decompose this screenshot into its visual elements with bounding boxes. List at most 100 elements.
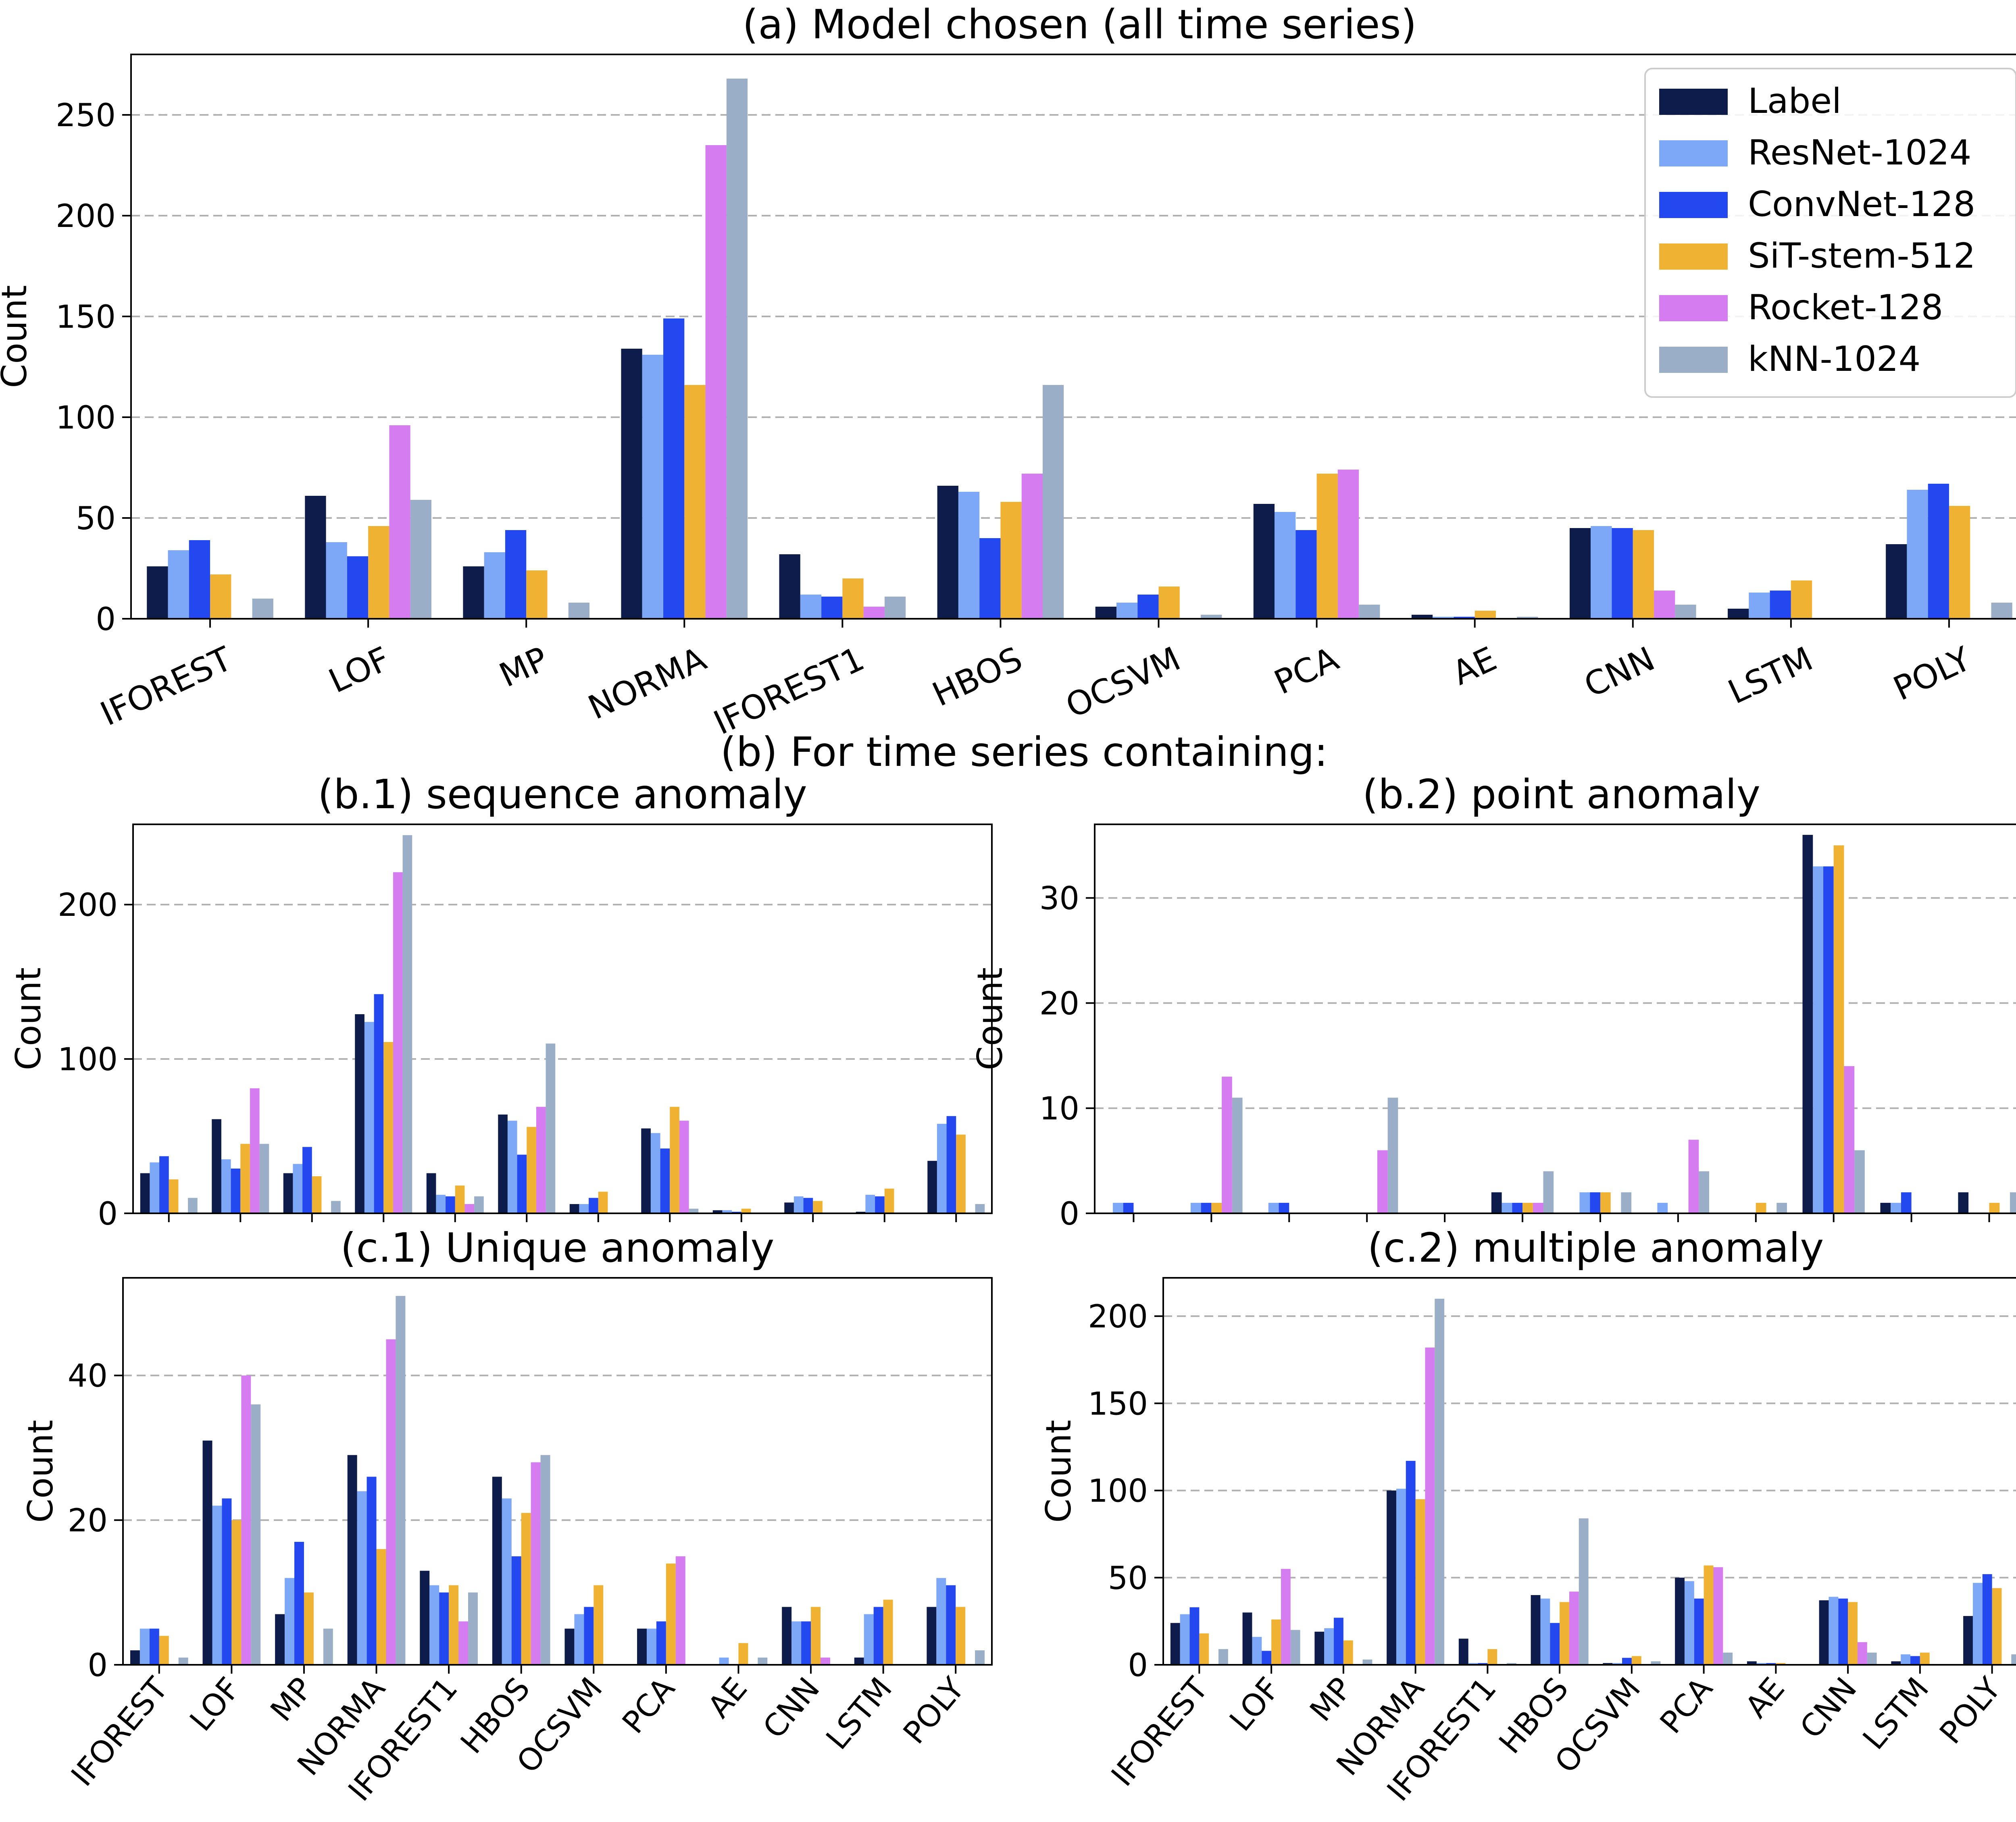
- bar-a-sit-stem-512-iforest1: [842, 578, 864, 619]
- x-tick-label: IFOREST: [1104, 1670, 1215, 1793]
- bar-c1-label-ocsvm: [564, 1629, 575, 1665]
- bar-c2-knn-1024-cnn: [1867, 1652, 1877, 1665]
- bar-a-convnet-128-lstm: [1770, 591, 1791, 619]
- bar-c1-label-hbos: [492, 1477, 502, 1665]
- bar-c2-convnet-128-iforest: [1189, 1607, 1200, 1665]
- bar-c1-sit-stem-512-cnn: [811, 1607, 821, 1665]
- bar-c2-label-iforest: [1170, 1623, 1180, 1665]
- bar-b1-resnet-1024-ae: [722, 1210, 732, 1213]
- bar-a-sit-stem-512-lof: [368, 526, 389, 619]
- chart-title: (b.1) sequence anomaly: [318, 771, 807, 818]
- bar-b2-convnet-128-mp: [1279, 1202, 1289, 1213]
- bar-b1-knn-1024-pca: [689, 1208, 699, 1213]
- y-tick-label: 100: [1088, 1473, 1148, 1510]
- bar-a-rocket-128-norma: [705, 145, 727, 619]
- bar-b2-resnet-1024-pca: [1657, 1202, 1668, 1213]
- bar-c2-knn-1024-iforest1: [1507, 1663, 1516, 1665]
- bar-b1-knn-1024-poly: [975, 1204, 985, 1213]
- bar-c2-label-lof: [1242, 1612, 1252, 1665]
- bar-c2-label-iforest1: [1458, 1639, 1468, 1665]
- chart-title: (b.2) point anomaly: [1362, 771, 1760, 818]
- bar-c1-label-iforest1: [420, 1570, 430, 1665]
- bar-c1-convnet-128-lstm: [873, 1607, 883, 1665]
- bar-b1-sit-stem-512-poly: [956, 1134, 966, 1213]
- bar-a-sit-stem-512-mp: [526, 570, 548, 619]
- bar-b1-sit-stem-512-mp: [312, 1176, 322, 1213]
- bar-a-convnet-128-iforest: [189, 540, 210, 619]
- y-tick-label: 0: [96, 601, 116, 638]
- x-tick-label: POLY: [1933, 1670, 2008, 1751]
- bar-b1-convnet-128-ocsvm: [589, 1198, 598, 1213]
- bar-c1-rocket-128-cnn: [820, 1658, 830, 1665]
- bar-a-resnet-1024-iforest: [168, 550, 189, 619]
- bar-b2-sit-stem-512-poly: [1989, 1202, 2000, 1213]
- bar-c2-label-mp: [1314, 1631, 1325, 1665]
- bar-b2-convnet-128-lof: [1201, 1202, 1212, 1213]
- chart-title: (c.2) multiple anomaly: [1368, 1224, 1824, 1271]
- bar-c2-knn-1024-iforest: [1218, 1649, 1228, 1665]
- bar-b2-knn-1024-norma: [1387, 1098, 1398, 1213]
- bar-c1-sit-stem-512-iforest1: [449, 1585, 459, 1665]
- bar-c2-rocket-128-pca: [1713, 1567, 1723, 1665]
- legend-swatch: [1659, 243, 1728, 270]
- bar-b2-label-hbos: [1491, 1192, 1502, 1213]
- bar-c2-convnet-128-ae: [1766, 1663, 1776, 1665]
- bar-c2-convnet-128-mp: [1334, 1618, 1343, 1665]
- bar-c1-resnet-1024-hbos: [502, 1498, 512, 1665]
- bar-a-sit-stem-512-iforest: [210, 574, 231, 619]
- bar-b2-knn-1024-cnn: [1854, 1150, 1865, 1213]
- bar-a-resnet-1024-mp: [484, 552, 505, 619]
- bar-b2-sit-stem-512-lof: [1211, 1202, 1222, 1213]
- bar-b2-label-lstm: [1880, 1202, 1891, 1213]
- bar-c1-sit-stem-512-hbos: [521, 1513, 531, 1665]
- x-tick-label: MP: [263, 1670, 320, 1728]
- y-tick-label: 100: [58, 1042, 118, 1078]
- bar-c1-label-lof: [202, 1440, 212, 1665]
- bar-c1-label-lstm: [854, 1658, 864, 1665]
- bar-c1-sit-stem-512-lstm: [883, 1599, 893, 1665]
- bar-c2-sit-stem-512-cnn: [1848, 1602, 1858, 1665]
- bar-c2-sit-stem-512-lstm: [1920, 1652, 1930, 1665]
- bar-c1-convnet-128-mp: [294, 1541, 304, 1665]
- bar-a-resnet-1024-norma: [642, 355, 664, 619]
- bar-a-knn-1024-ocsvm: [1201, 615, 1222, 619]
- bar-a-knn-1024-pca: [1359, 605, 1380, 619]
- bar-b1-label-iforest1: [426, 1173, 436, 1213]
- bar-b2-resnet-1024-hbos: [1502, 1202, 1512, 1213]
- bar-b2-knn-1024-ae: [1776, 1202, 1787, 1213]
- bar-c2-sit-stem-512-ocsvm: [1631, 1656, 1641, 1665]
- bar-a-resnet-1024-lof: [326, 542, 347, 619]
- bar-b2-rocket-128-norma: [1377, 1150, 1388, 1213]
- bar-a-sit-stem-512-ae: [1475, 611, 1496, 619]
- bar-c2-label-lstm: [1891, 1661, 1901, 1665]
- bar-c2-label-ocsvm: [1603, 1663, 1613, 1665]
- bar-b2-knn-1024-ocsvm: [1621, 1192, 1632, 1213]
- bar-c1-label-cnn: [782, 1607, 792, 1665]
- legend: Label ResNet-1024 ConvNet-128 SiT-stem-512 R…: [1644, 68, 2016, 398]
- bar-b2-convnet-128-hbos: [1512, 1202, 1523, 1213]
- bar-b1-convnet-128-hbos: [517, 1154, 527, 1213]
- bar-a-sit-stem-512-lstm: [1791, 580, 1812, 619]
- bar-c2-label-hbos: [1531, 1595, 1541, 1665]
- bar-a-knn-1024-norma: [726, 79, 748, 619]
- x-tick-label: NORMA: [583, 640, 712, 727]
- bar-c1-convnet-128-iforest1: [439, 1592, 449, 1665]
- x-tick-label: LOF: [183, 1670, 247, 1738]
- bar-c1-resnet-1024-iforest: [140, 1629, 150, 1665]
- bar-c2-sit-stem-512-ae: [1776, 1663, 1786, 1665]
- bar-c2-resnet-1024-norma: [1396, 1489, 1406, 1665]
- bar-a-convnet-128-mp: [505, 530, 527, 619]
- bar-c2-knn-1024-mp: [1362, 1660, 1372, 1665]
- bar-a-convnet-128-norma: [663, 318, 685, 619]
- bar-c2-resnet-1024-lof: [1252, 1637, 1262, 1665]
- bar-b2-resnet-1024-iforest: [1113, 1202, 1123, 1213]
- bar-b2-label-poly: [1958, 1192, 1969, 1213]
- bar-c2-label-ae: [1747, 1661, 1757, 1665]
- y-tick-label: 20: [68, 1503, 108, 1539]
- bar-c2-convnet-128-poly: [1982, 1574, 1992, 1665]
- x-tick-label: PCA: [1653, 1670, 1719, 1740]
- bar-b1-label-ocsvm: [569, 1204, 579, 1213]
- bar-b1-resnet-1024-lstm: [865, 1195, 875, 1213]
- bar-b1-label-cnn: [784, 1202, 794, 1213]
